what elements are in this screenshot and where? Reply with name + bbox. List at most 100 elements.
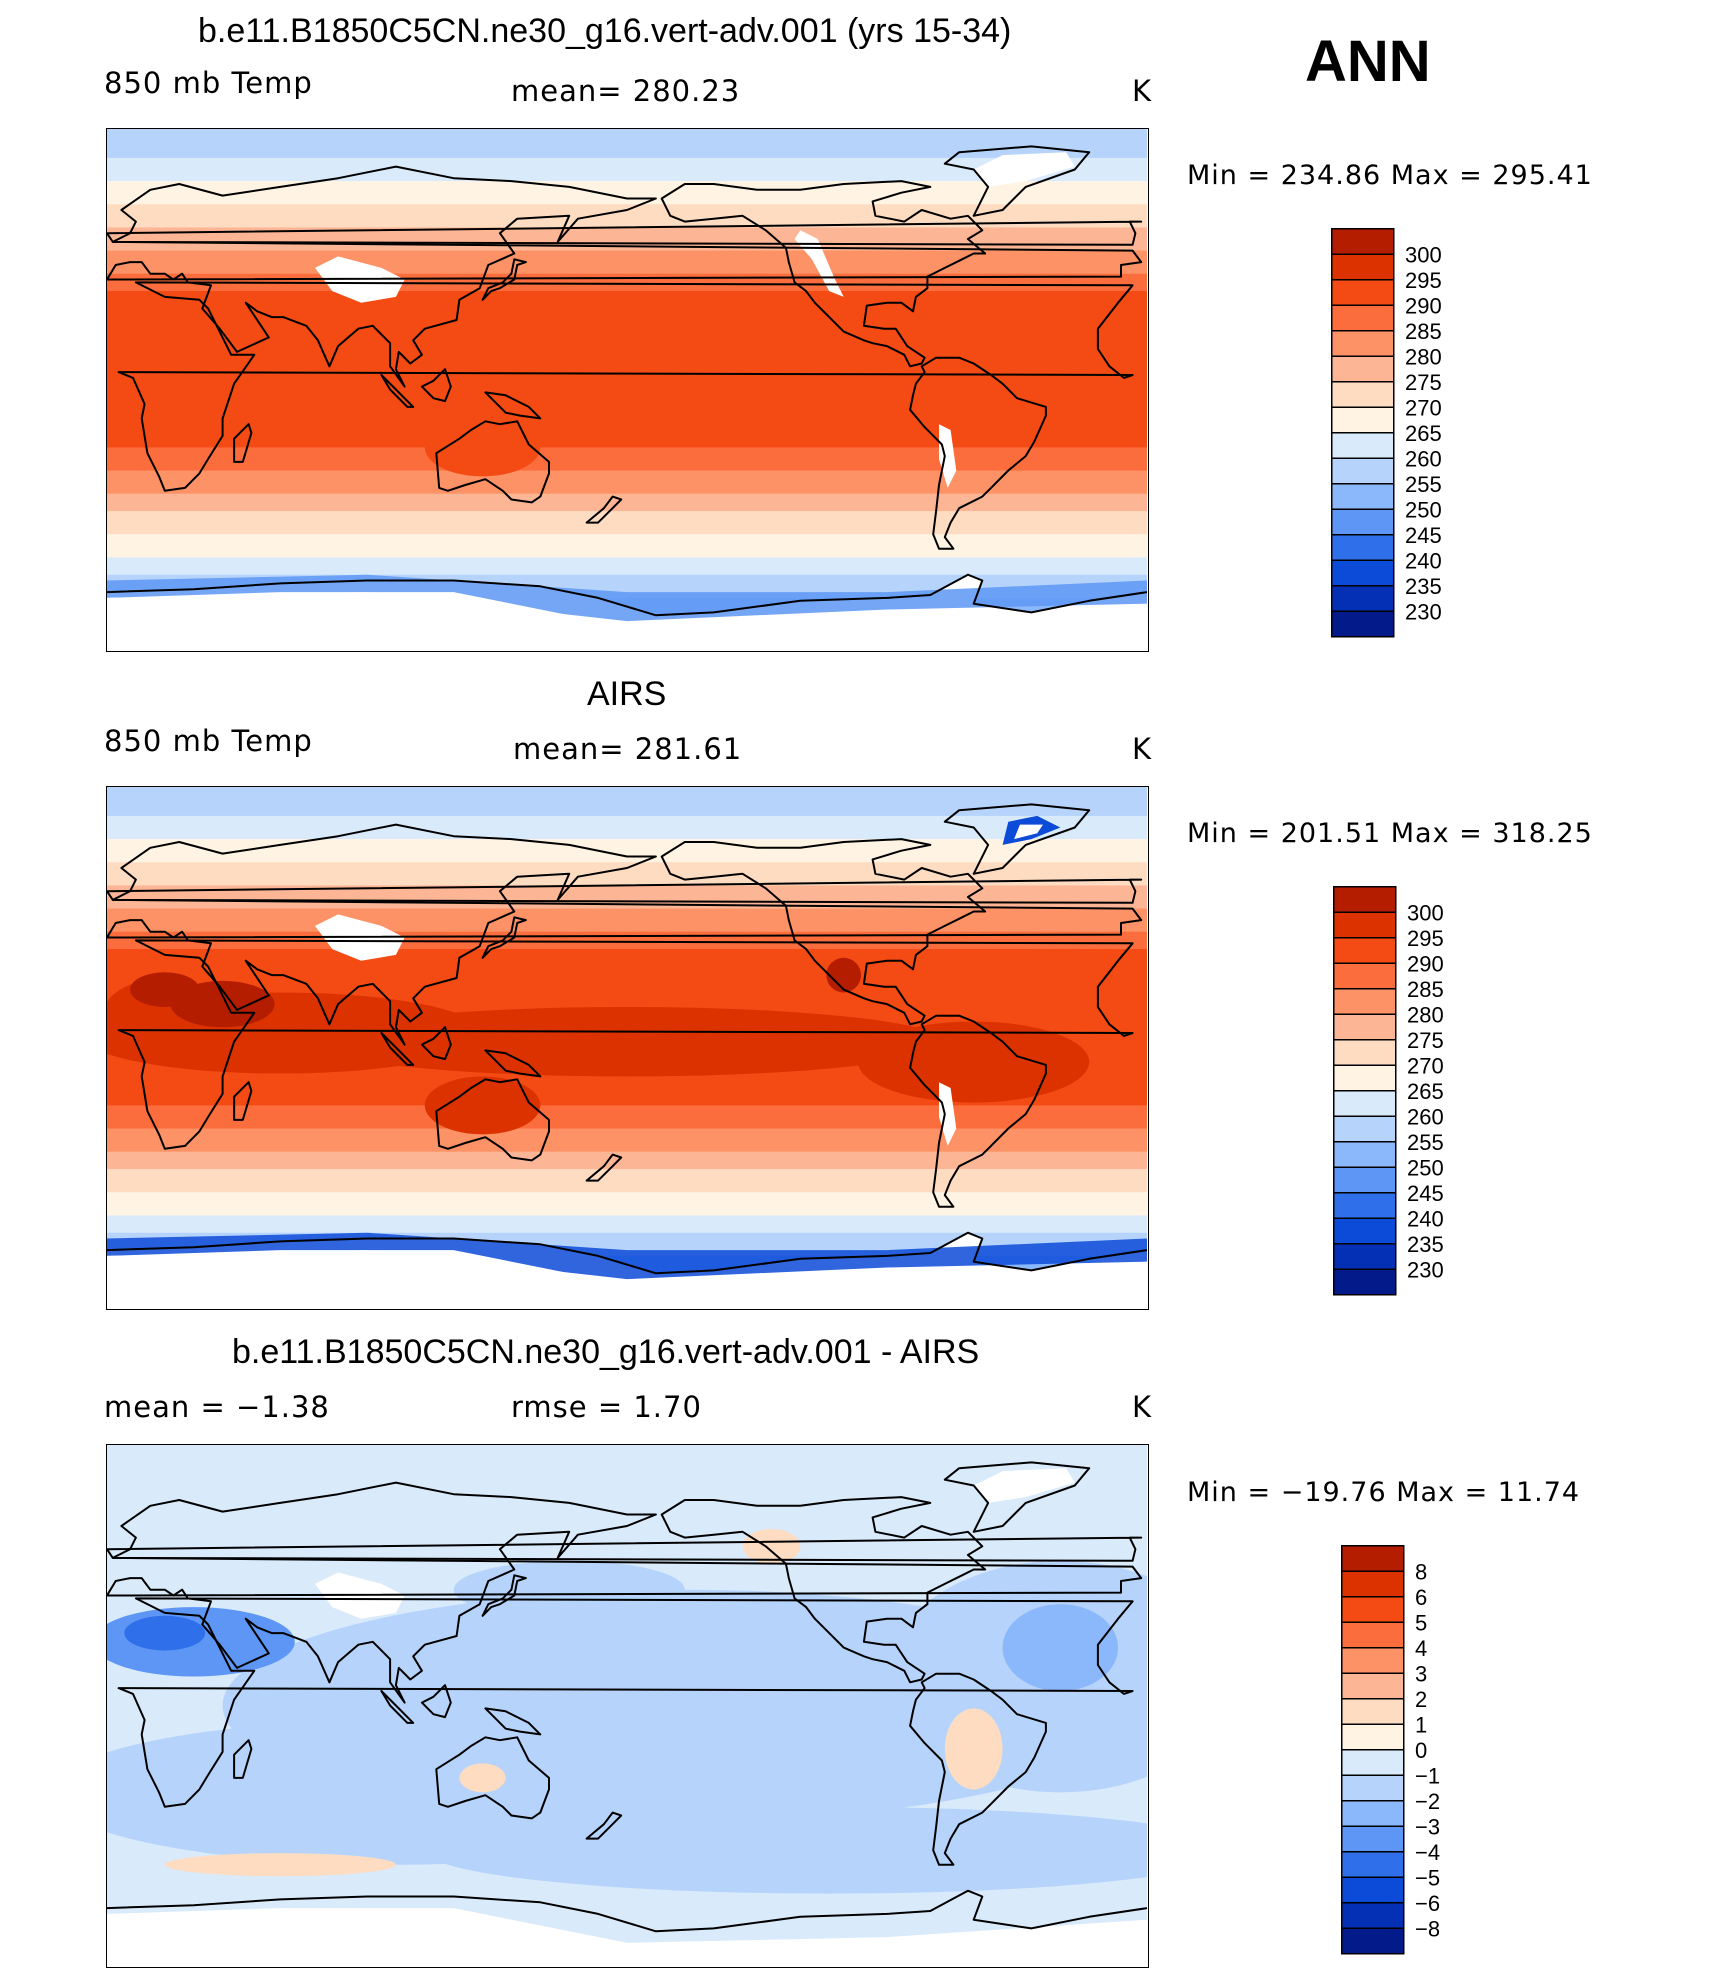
coastline-s-america — [909, 1672, 1047, 1866]
panel-3-map — [106, 1444, 1149, 1968]
contour-band — [107, 493, 1147, 513]
season-label: ANN — [1305, 29, 1431, 94]
coastline-africa — [117, 1597, 1134, 1808]
coastline-borneo — [420, 1026, 452, 1061]
coastline-nz — [585, 495, 623, 524]
coastline-uk — [107, 878, 1143, 904]
colorbar-tick-label: 280 — [1405, 345, 1442, 370]
colorbar-swatch — [1341, 1596, 1405, 1623]
coastline-s-america — [909, 1014, 1047, 1208]
colorbar-swatch — [1341, 1851, 1405, 1878]
colorbar-swatch — [1331, 330, 1395, 357]
colorbar-tick-label: 235 — [1405, 574, 1442, 599]
colorbar-swatch — [1331, 279, 1395, 306]
panel-3-colorbar: 8 6 5 4 3 2 1 0 −1 −2 −3 −4 −5 −6 −8 — [1341, 1545, 1521, 1957]
colorbar-swatch — [1333, 1243, 1397, 1270]
colorbar-tick-label: 5 — [1415, 1611, 1427, 1636]
colorbar-swatch — [1331, 228, 1395, 255]
colorbar-swatch — [1333, 962, 1397, 990]
coastline-madagascar — [233, 423, 253, 463]
colorbar-tick-label: 240 — [1407, 1207, 1444, 1232]
missing-data-mask — [107, 1908, 1147, 1966]
panel-2-minmax: Min = 201.51 Max = 318.25 — [1187, 818, 1593, 849]
colorbar-tick-label: 270 — [1407, 1054, 1444, 1079]
warm-region — [309, 1006, 945, 1077]
colorbar-swatch — [1333, 1141, 1397, 1168]
panel-1-units: K — [1132, 74, 1153, 108]
colorbar-swatch — [1331, 534, 1395, 561]
hot-region — [130, 972, 200, 1007]
colorbar-tick-label: −1 — [1415, 1764, 1440, 1789]
contour-band — [107, 291, 1147, 310]
colorbar-swatch — [1333, 1268, 1397, 1296]
colorbar-tick-label: 245 — [1407, 1181, 1444, 1206]
contour-band — [107, 1215, 1147, 1234]
colorbar-swatch — [1341, 1749, 1405, 1776]
anomaly-region — [453, 1560, 685, 1619]
colorbar-tick-label: 240 — [1405, 549, 1442, 574]
coastline-japan — [481, 258, 527, 301]
colorbar-swatch — [1333, 1115, 1397, 1143]
colorbar-swatch — [1341, 1621, 1405, 1649]
panel-3-rmse: rmse = 1.70 — [511, 1390, 702, 1424]
colorbar-tick-label: 285 — [1407, 977, 1444, 1002]
colorbar-tick-label: 260 — [1407, 1105, 1444, 1130]
coastline-japan — [481, 1574, 527, 1617]
warm-anomaly-region — [459, 1763, 506, 1793]
contour-band — [107, 447, 1147, 472]
warm-region — [424, 1076, 541, 1135]
contour-band — [107, 1192, 1147, 1217]
coastline-antarctica — [107, 573, 1147, 617]
colorbar-swatch — [1333, 1090, 1397, 1117]
coastline-nz — [585, 1811, 623, 1840]
colorbar-swatch — [1333, 886, 1397, 913]
colorbar-swatch — [1333, 1064, 1397, 1092]
coastline-greenland — [943, 145, 1091, 217]
anomaly-region — [1002, 1604, 1119, 1692]
colorbar-tick-label: 295 — [1407, 926, 1444, 951]
coastline-n-america — [660, 838, 987, 1026]
colorbar-swatch — [1331, 381, 1395, 408]
colorbar-tick-label: 280 — [1407, 1003, 1444, 1028]
coastline-australia — [435, 420, 550, 504]
panel-1-variable: 850 mb Temp — [104, 66, 313, 100]
coastline-nz — [585, 1153, 623, 1182]
panel-3-units: K — [1132, 1390, 1153, 1424]
colorbar-swatch — [1341, 1647, 1405, 1674]
contour-band — [107, 1105, 1147, 1130]
coastline-antarctica — [107, 1231, 1147, 1275]
colorbar-tick-label: −6 — [1415, 1891, 1440, 1916]
panel-1-title: b.e11.B1850C5CN.ne30_g16.vert-adv.001 (y… — [198, 12, 1012, 50]
contour-band — [107, 862, 1147, 887]
coastline-europe-asia — [107, 1481, 1143, 1704]
coastline-newguinea — [484, 391, 542, 420]
missing-data-mask — [973, 1468, 1075, 1503]
colorbar-swatch — [1333, 937, 1397, 964]
contour-band — [107, 1128, 1147, 1153]
colorbar-swatch — [1333, 988, 1397, 1015]
panel-1-mean: mean= 280.23 — [511, 74, 741, 108]
contour-band — [107, 250, 1147, 275]
contour-band — [107, 204, 1147, 229]
contour-band — [107, 181, 1147, 206]
colorbar-tick-label: 290 — [1407, 952, 1444, 977]
warm-anomaly-region — [164, 1853, 396, 1877]
coastline-japan — [481, 916, 527, 959]
coastline-africa — [117, 939, 1134, 1150]
contour-band — [107, 129, 1147, 159]
colorbar-swatch — [1333, 1192, 1397, 1219]
coastline-madagascar — [233, 1739, 253, 1779]
colorbar-tick-label: 230 — [1405, 600, 1442, 625]
coastline-antarctica — [107, 1889, 1147, 1933]
colorbar-tick-label: 275 — [1405, 370, 1442, 395]
colorbar-tick-label: 3 — [1415, 1662, 1427, 1687]
colorbar-tick-label: −3 — [1415, 1815, 1440, 1840]
cold-region — [107, 1232, 1147, 1280]
contour-band — [107, 557, 1147, 576]
coastline-uk — [107, 220, 1143, 246]
colorbar-swatch — [1341, 1723, 1405, 1751]
coastline-newguinea — [484, 1049, 542, 1078]
coastline-borneo — [420, 368, 452, 403]
colorbar-swatch — [1331, 559, 1395, 587]
panel-1-colorbar: 300 295 290 285 280 275 270 265 260 255 250 245 240 2… — [1331, 228, 1511, 640]
